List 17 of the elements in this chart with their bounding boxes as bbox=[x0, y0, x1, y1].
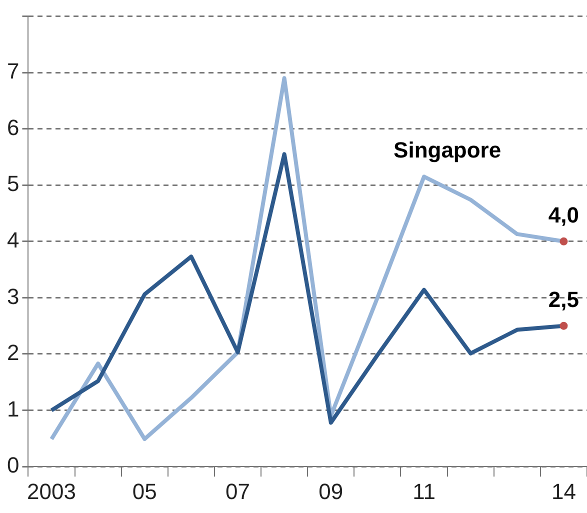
data-label: 4,0 bbox=[548, 202, 580, 228]
x-tick-label: 09 bbox=[318, 478, 344, 504]
x-tick-label: 2003 bbox=[27, 478, 76, 504]
data-label: 2,5 bbox=[548, 286, 580, 312]
y-tick-label: 2 bbox=[6, 340, 20, 366]
y-tick-label: 0 bbox=[6, 452, 20, 478]
y-tick-label: 6 bbox=[6, 114, 20, 140]
x-tick-label: 07 bbox=[226, 478, 250, 504]
y-tick-label: 1 bbox=[6, 396, 20, 422]
y-tick-label: 7 bbox=[6, 58, 20, 84]
y-tick-label: 4 bbox=[6, 227, 20, 252]
x-tick-label: 14 bbox=[551, 478, 576, 504]
x-tick-label: 11 bbox=[412, 478, 436, 504]
y-tick-label: 3 bbox=[6, 284, 20, 309]
series-label: Singapore bbox=[394, 138, 502, 163]
y-tick-label: 5 bbox=[6, 171, 20, 196]
x-tick-label: 05 bbox=[132, 478, 157, 504]
